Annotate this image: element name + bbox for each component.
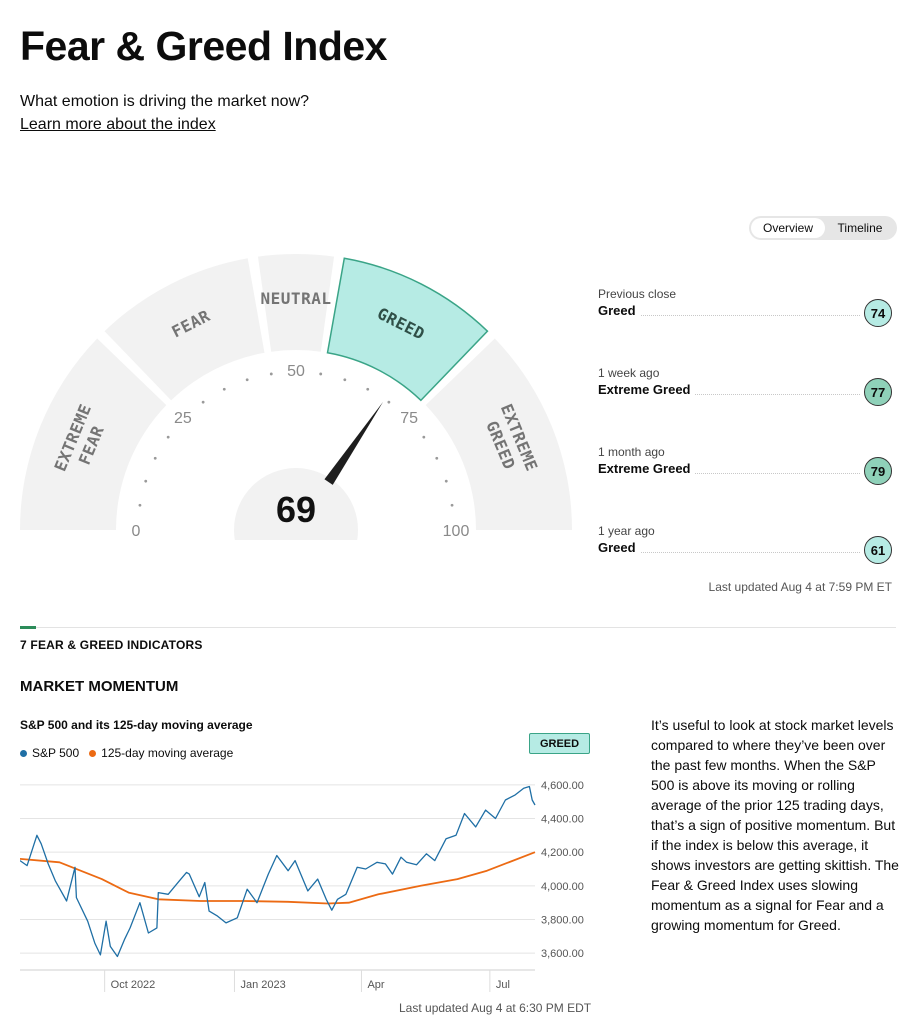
indicator-rating-badge: GREED <box>529 733 590 754</box>
gauge-tick-dot <box>138 503 142 507</box>
history-label: 1 year ago <box>598 524 655 538</box>
chart-last-updated: Last updated Aug 4 at 6:30 PM EDT <box>399 1001 592 1015</box>
gauge-tick-dot <box>387 400 391 404</box>
gauge-tick-label: 50 <box>287 363 305 380</box>
legend-item-moving-average: 125-day moving average <box>89 746 233 760</box>
gauge-tick-dot <box>444 479 448 483</box>
history-leader-line <box>598 394 860 395</box>
legend-label: S&P 500 <box>32 746 80 760</box>
gauge-tick-label: 0 <box>132 523 141 540</box>
section-divider <box>20 627 896 628</box>
history-one-month-ago: 1 month ago Extreme Greed 79 <box>598 445 894 495</box>
y-tick-label: 3,800.00 <box>541 915 584 927</box>
history-previous-close: Previous close Greed 74 <box>598 287 894 337</box>
gauge-segment-extreme-greed <box>425 338 572 530</box>
gauge-tick-dot <box>450 503 454 507</box>
y-tick-label: 4,600.00 <box>541 780 584 792</box>
history-one-year-ago: 1 year ago Greed 61 <box>598 524 894 574</box>
legend-dot-icon <box>20 749 27 757</box>
history-leader-line <box>598 552 860 553</box>
tab-overview[interactable]: Overview <box>751 218 825 238</box>
history-one-week-ago: 1 week ago Extreme Greed 77 <box>598 366 894 416</box>
gauge-tick-dot <box>222 387 226 391</box>
x-tick-label: Jan 2023 <box>240 979 285 991</box>
legend-dot-icon <box>89 749 97 757</box>
history-leader-line <box>598 315 860 316</box>
page-subtitle: What emotion is driving the market now? <box>20 93 310 110</box>
indicators-heading: 7 FEAR & GREED INDICATORS <box>20 638 203 652</box>
indicator-description: It’s useful to look at stock market leve… <box>651 717 899 933</box>
gauge-tick-dot <box>435 456 439 460</box>
fear-greed-gauge: EXTREMEFEARFEARNEUTRALGREEDEXTREMEGREED0… <box>20 254 572 540</box>
gauge-tick-label: 75 <box>400 410 418 427</box>
legend-label: 125-day moving average <box>101 746 234 760</box>
gauge-center-disc <box>234 468 358 540</box>
gauge-tick-dot <box>201 400 205 404</box>
history-rating: Extreme Greed <box>598 461 695 476</box>
moving-average-series-line <box>20 851 536 905</box>
gauge-tick-dot <box>422 435 426 439</box>
history-rating: Extreme Greed <box>598 382 695 397</box>
gauge-tick-label: 100 <box>443 523 470 540</box>
x-tick-label: Apr <box>367 979 384 991</box>
sp500-line-chart: 3,600.00 3,800.00 4,000.00 4,200.00 4,400.00… <box>20 780 584 992</box>
section-divider-accent <box>20 626 36 629</box>
history-score-badge: 74 <box>864 299 892 327</box>
gauge-last-updated: Last updated Aug 4 at 7:59 PM ET <box>708 580 892 594</box>
history-rating: Greed <box>598 303 640 318</box>
gauge-segment-greed <box>326 257 489 402</box>
y-tick-label: 4,200.00 <box>541 847 584 859</box>
view-toggle: Overview Timeline <box>749 216 897 240</box>
chart-legend: S&P 500 125-day moving average <box>20 746 233 760</box>
history-label: 1 month ago <box>598 445 665 459</box>
gauge-segment-label: NEUTRAL <box>261 289 332 308</box>
gauge-tick-dot <box>166 435 170 439</box>
gauge-tick-dot <box>153 456 157 460</box>
gauge-tick-label: 25 <box>174 410 192 427</box>
gauge-needle <box>324 401 384 485</box>
tab-timeline[interactable]: Timeline <box>837 221 883 235</box>
x-tick-label: Oct 2022 <box>111 979 156 991</box>
history-score-badge: 77 <box>864 378 892 406</box>
history-label: 1 week ago <box>598 366 660 380</box>
y-tick-label: 4,000.00 <box>541 881 584 893</box>
history-score-badge: 61 <box>864 536 892 564</box>
gauge-tick-dot <box>144 479 148 483</box>
x-tick-label: Jul <box>496 979 510 991</box>
history-score-badge: 79 <box>864 457 892 485</box>
gauge-segment-fear <box>104 258 265 401</box>
legend-item-sp500: S&P 500 <box>20 746 79 760</box>
gauge-tick-dot <box>319 372 323 376</box>
gauge-tick-dot <box>245 378 249 382</box>
gauge-value: 69 <box>276 489 316 530</box>
y-tick-label: 3,600.00 <box>541 948 584 960</box>
learn-more-link[interactable]: Learn more about the index <box>20 116 216 133</box>
sp500-series-line <box>20 785 536 958</box>
history-rating: Greed <box>598 540 640 555</box>
gauge-tick-dot <box>366 387 370 391</box>
gauge-segment-neutral <box>257 254 335 352</box>
history-label: Previous close <box>598 287 677 301</box>
page-title: Fear & Greed Index <box>20 23 387 69</box>
y-tick-label: 4,400.00 <box>541 814 584 826</box>
indicator-heading: MARKET MOMENTUM <box>20 678 179 695</box>
gauge-segment-extreme-fear <box>20 338 167 530</box>
chart-title: S&P 500 and its 125-day moving average <box>20 718 253 732</box>
history-leader-line <box>598 473 860 474</box>
gauge-tick-dot <box>269 372 273 376</box>
gauge-tick-dot <box>343 378 347 382</box>
